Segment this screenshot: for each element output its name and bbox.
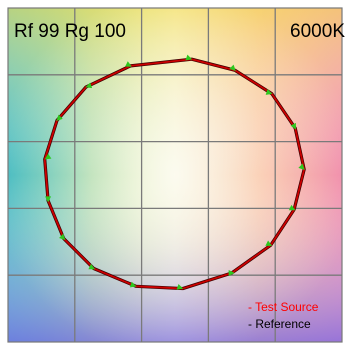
- reference-point: [265, 240, 273, 246]
- reference-point: [45, 196, 52, 203]
- chart-title-right: 6000K: [290, 21, 345, 42]
- plot-frame: [7, 7, 343, 343]
- reference-point: [56, 114, 63, 122]
- reference-point: [44, 153, 52, 160]
- reference-point: [88, 263, 96, 270]
- reference-point: [125, 61, 132, 67]
- reference-point: [265, 89, 273, 95]
- reference-point: [290, 122, 296, 130]
- legend-item-reference: - Reference: [248, 317, 311, 331]
- reference-point: [228, 269, 235, 276]
- reference-point: [185, 54, 193, 61]
- reference-point: [85, 82, 93, 89]
- reference-point: [298, 163, 305, 171]
- reference-point: [59, 233, 66, 241]
- reference-point: [176, 283, 184, 290]
- plot-background: [8, 8, 342, 342]
- legend: - Test Source - Reference: [248, 300, 319, 331]
- series-layer: [43, 54, 306, 291]
- legend-item-test-source: - Test Source: [248, 300, 319, 314]
- test-source-line: [43, 58, 306, 290]
- reference-point: [129, 281, 137, 288]
- chart-title-left: Rf 99 Rg 100: [14, 21, 126, 42]
- reference-point: [229, 64, 236, 71]
- reference-point: [288, 204, 296, 211]
